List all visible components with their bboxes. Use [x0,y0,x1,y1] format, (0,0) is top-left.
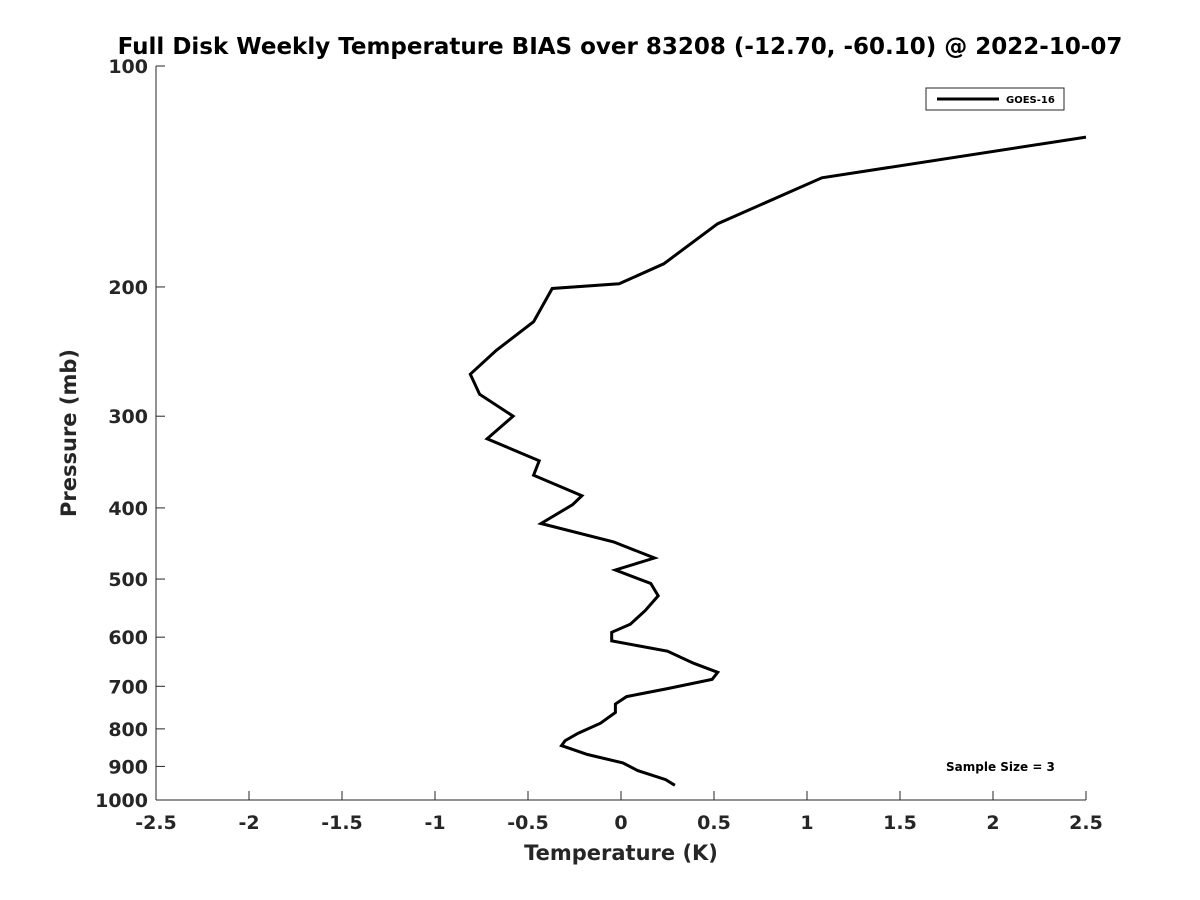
y-tick-label: 300 [108,406,148,428]
x-tick-label: -0.5 [507,812,549,834]
x-tick-label: -1.5 [321,812,363,834]
x-tick-label: 2.5 [1069,812,1103,834]
legend: GOES-16 [925,87,1065,111]
y-tick-label: 1000 [95,790,148,812]
series-layer [468,135,1087,787]
x-tick-label: 0 [614,812,627,834]
x-tick-label: -1 [424,812,445,834]
y-tick-label: 900 [108,756,148,778]
plot-area [155,66,1086,801]
y-tick-label: 600 [108,627,148,649]
y-tick-label: 500 [108,569,148,591]
x-tick-label: 0.5 [697,812,731,834]
y-tick-label: 700 [108,676,148,698]
sample-size-annotation: Sample Size = 3 [946,760,1055,774]
y-tick-label: 400 [108,498,148,520]
x-tick-label: 1.5 [883,812,917,834]
chart-title: Full Disk Weekly Temperature BIAS over 8… [118,34,1123,60]
y-tick-label: 100 [108,56,148,78]
x-tick-label: -2.5 [135,812,177,834]
x-tick-label: -2 [238,812,259,834]
y-axis-ticks: 100 200 300 400 500 600 700 800 900 1000 [95,56,165,812]
x-tick-label: 1 [800,812,813,834]
y-axis-label: Pressure (mb) [57,349,81,517]
series-line-goes-16 [468,135,1087,787]
x-tick-label: 2 [986,812,999,834]
x-axis-ticks: -2.5 -2 -1.5 -1 -0.5 0 0.5 1 1.5 2 2.5 [135,791,1103,834]
y-tick-label: 800 [108,719,148,741]
legend-label-goes-16: GOES-16 [1006,95,1055,106]
x-axis-label: Temperature (K) [524,841,718,865]
y-tick-label: 200 [108,277,148,299]
